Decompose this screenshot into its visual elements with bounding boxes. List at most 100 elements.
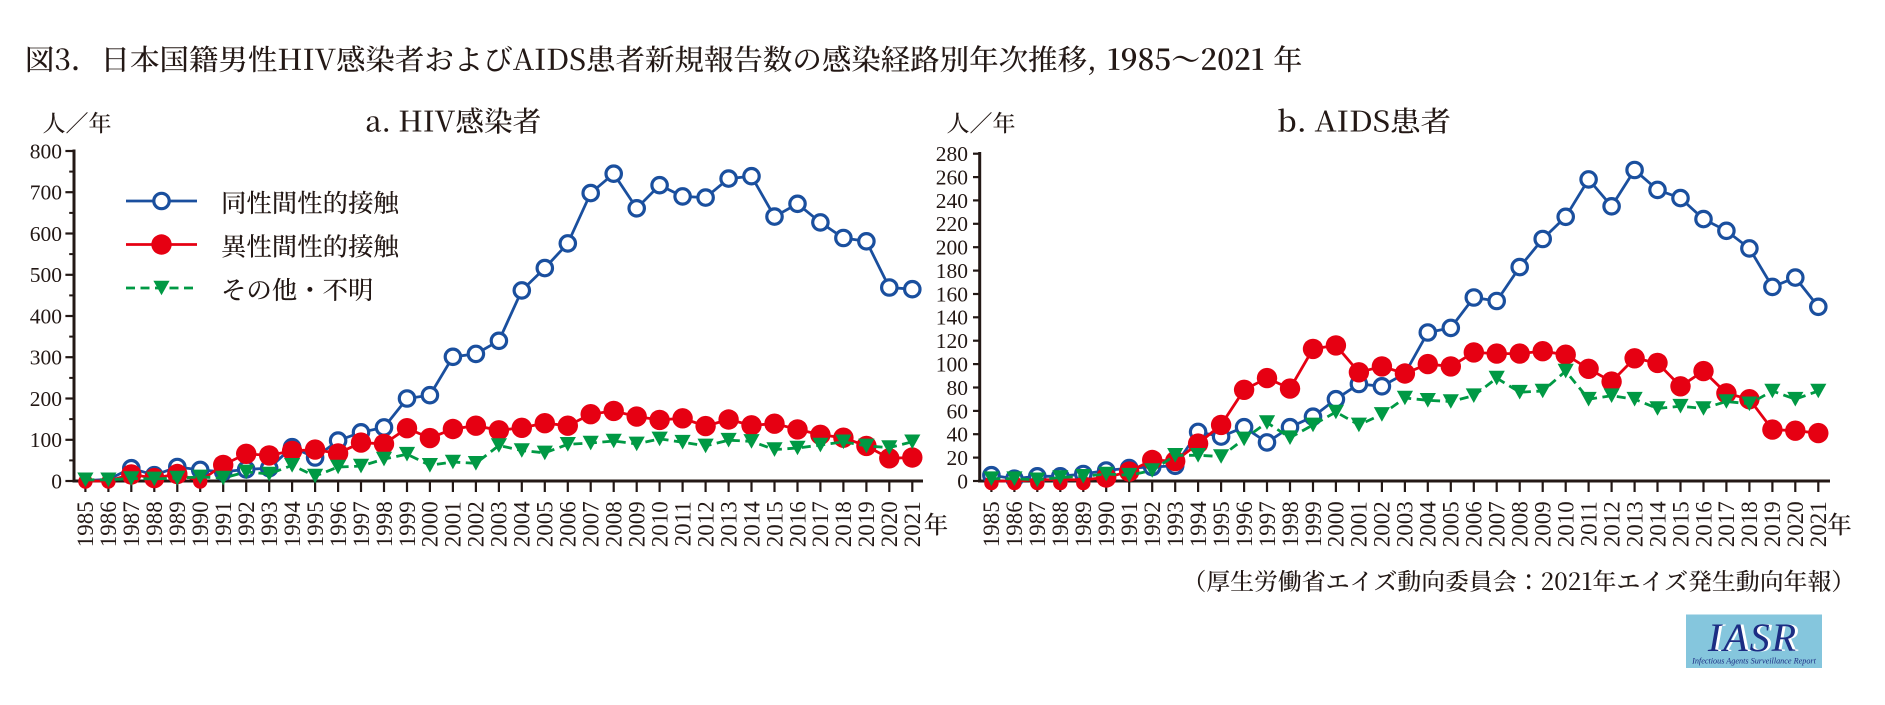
svg-text:200: 200: [30, 387, 62, 411]
svg-text:2021: 2021: [1806, 501, 1831, 547]
svg-text:1991: 1991: [1117, 501, 1142, 547]
svg-text:500: 500: [30, 263, 62, 287]
svg-text:2014: 2014: [1645, 501, 1670, 548]
svg-text:2008: 2008: [1508, 501, 1533, 547]
svg-text:100: 100: [936, 353, 968, 377]
svg-text:2018: 2018: [831, 501, 856, 547]
svg-text:180: 180: [936, 259, 968, 283]
svg-text:1999: 1999: [1301, 501, 1326, 547]
svg-text:20: 20: [947, 446, 969, 470]
svg-text:2014: 2014: [739, 501, 764, 548]
svg-text:1998: 1998: [1278, 501, 1303, 547]
svg-text:0: 0: [957, 469, 968, 493]
svg-text:2002: 2002: [464, 501, 489, 547]
svg-text:100: 100: [30, 428, 62, 452]
svg-text:1997: 1997: [1255, 501, 1280, 547]
svg-text:1985: 1985: [979, 501, 1004, 547]
svg-text:2012: 2012: [1599, 501, 1624, 547]
svg-text:2018: 2018: [1737, 501, 1762, 547]
svg-text:2016: 2016: [1691, 501, 1716, 547]
svg-text:700: 700: [30, 181, 62, 205]
svg-text:160: 160: [936, 282, 968, 306]
svg-text:0: 0: [51, 469, 62, 493]
svg-text:1985: 1985: [73, 501, 98, 547]
svg-text:2011: 2011: [670, 501, 695, 546]
svg-text:2016: 2016: [785, 501, 810, 547]
svg-text:1996: 1996: [1232, 501, 1257, 547]
svg-text:2019: 2019: [1760, 501, 1785, 547]
svg-text:1998: 1998: [372, 501, 397, 547]
svg-text:220: 220: [936, 212, 968, 236]
svg-text:140: 140: [936, 306, 968, 330]
svg-text:2007: 2007: [579, 501, 604, 547]
svg-text:2008: 2008: [602, 501, 627, 547]
svg-text:80: 80: [947, 376, 969, 400]
svg-text:1990: 1990: [188, 501, 213, 547]
svg-text:2015: 2015: [762, 501, 787, 547]
svg-text:300: 300: [30, 346, 62, 370]
svg-text:2004: 2004: [1416, 501, 1441, 548]
svg-text:1994: 1994: [280, 501, 305, 548]
svg-text:2010: 2010: [1554, 501, 1579, 547]
svg-text:60: 60: [947, 399, 969, 423]
svg-text:2001: 2001: [1347, 501, 1372, 547]
svg-text:1990: 1990: [1094, 501, 1119, 547]
svg-text:2006: 2006: [556, 501, 581, 547]
svg-text:600: 600: [30, 222, 62, 246]
svg-text:1995: 1995: [1209, 501, 1234, 547]
svg-text:1994: 1994: [1186, 501, 1211, 548]
svg-text:200: 200: [936, 236, 968, 260]
svg-text:2011: 2011: [1576, 501, 1601, 546]
svg-text:2017: 2017: [808, 501, 833, 547]
svg-text:2004: 2004: [510, 501, 535, 548]
svg-text:1993: 1993: [1163, 501, 1188, 547]
svg-text:1992: 1992: [234, 501, 259, 547]
svg-text:1989: 1989: [165, 501, 190, 547]
svg-text:1987: 1987: [119, 501, 144, 547]
svg-text:2006: 2006: [1462, 501, 1487, 547]
svg-text:1993: 1993: [257, 501, 282, 547]
svg-text:2019: 2019: [854, 501, 879, 547]
svg-text:2007: 2007: [1485, 501, 1510, 547]
svg-text:2005: 2005: [1439, 501, 1464, 547]
svg-text:260: 260: [936, 166, 968, 190]
svg-text:2000: 2000: [418, 501, 443, 547]
svg-text:1989: 1989: [1071, 501, 1096, 547]
svg-text:2009: 2009: [625, 501, 650, 547]
svg-text:1996: 1996: [326, 501, 351, 547]
svg-text:2020: 2020: [1783, 501, 1808, 547]
svg-text:1991: 1991: [211, 501, 236, 547]
svg-text:2010: 2010: [647, 501, 672, 547]
svg-text:2002: 2002: [1370, 501, 1395, 547]
svg-text:2021: 2021: [900, 501, 925, 547]
svg-text:2012: 2012: [693, 501, 718, 547]
svg-text:1986: 1986: [1002, 501, 1027, 547]
svg-text:1995: 1995: [303, 501, 328, 547]
svg-text:2003: 2003: [487, 501, 512, 547]
svg-text:120: 120: [936, 329, 968, 353]
svg-text:2017: 2017: [1714, 501, 1739, 547]
svg-text:800: 800: [30, 139, 62, 163]
svg-text:2000: 2000: [1324, 501, 1349, 547]
svg-text:400: 400: [30, 304, 62, 328]
svg-text:1987: 1987: [1025, 501, 1050, 547]
svg-text:1999: 1999: [395, 501, 420, 547]
svg-text:2020: 2020: [877, 501, 902, 547]
svg-text:2005: 2005: [533, 501, 558, 547]
svg-text:1997: 1997: [349, 501, 374, 547]
svg-text:2001: 2001: [441, 501, 466, 547]
svg-text:2015: 2015: [1668, 501, 1693, 547]
svg-text:2009: 2009: [1531, 501, 1556, 547]
svg-text:2013: 2013: [716, 501, 741, 547]
svg-text:IASR: IASR: [1710, 615, 1801, 660]
svg-text:280: 280: [936, 142, 968, 166]
svg-text:Infectious Agents Surveillance: Infectious Agents Surveillance Report: [1691, 657, 1816, 666]
svg-text:40: 40: [947, 423, 969, 447]
svg-text:1986: 1986: [96, 501, 121, 547]
svg-text:1992: 1992: [1140, 501, 1165, 547]
svg-text:1988: 1988: [142, 501, 167, 547]
svg-text:240: 240: [936, 189, 968, 213]
svg-text:2013: 2013: [1622, 501, 1647, 547]
svg-text:2003: 2003: [1393, 501, 1418, 547]
svg-text:IASR: IASR: [1707, 615, 1798, 660]
